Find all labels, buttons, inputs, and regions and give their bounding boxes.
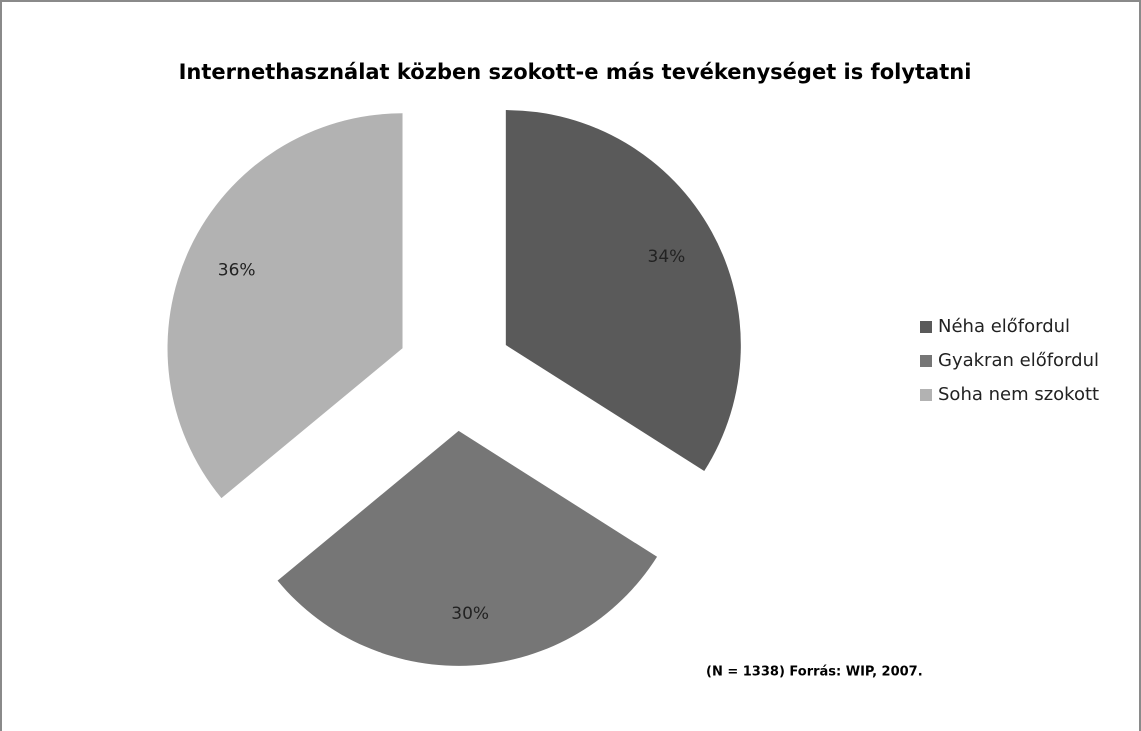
legend-label: Gyakran előfordul bbox=[938, 350, 1099, 371]
pie-slice bbox=[167, 113, 403, 499]
legend-swatch bbox=[920, 355, 932, 367]
pie-slice bbox=[277, 430, 658, 666]
legend-swatch bbox=[920, 389, 932, 401]
source-note: (N = 1338) Forrás: WIP, 2007. bbox=[706, 665, 923, 680]
legend-swatch bbox=[920, 321, 932, 333]
data-label: 34% bbox=[648, 247, 686, 267]
chart-title: Internethasználat közben szokott-e más t… bbox=[179, 60, 972, 84]
legend-label: Soha nem szokott bbox=[938, 384, 1099, 405]
pie-slice bbox=[505, 110, 741, 471]
legend-label: Néha előfordul bbox=[938, 316, 1070, 337]
data-label: 36% bbox=[218, 260, 256, 280]
data-label: 30% bbox=[451, 604, 489, 624]
